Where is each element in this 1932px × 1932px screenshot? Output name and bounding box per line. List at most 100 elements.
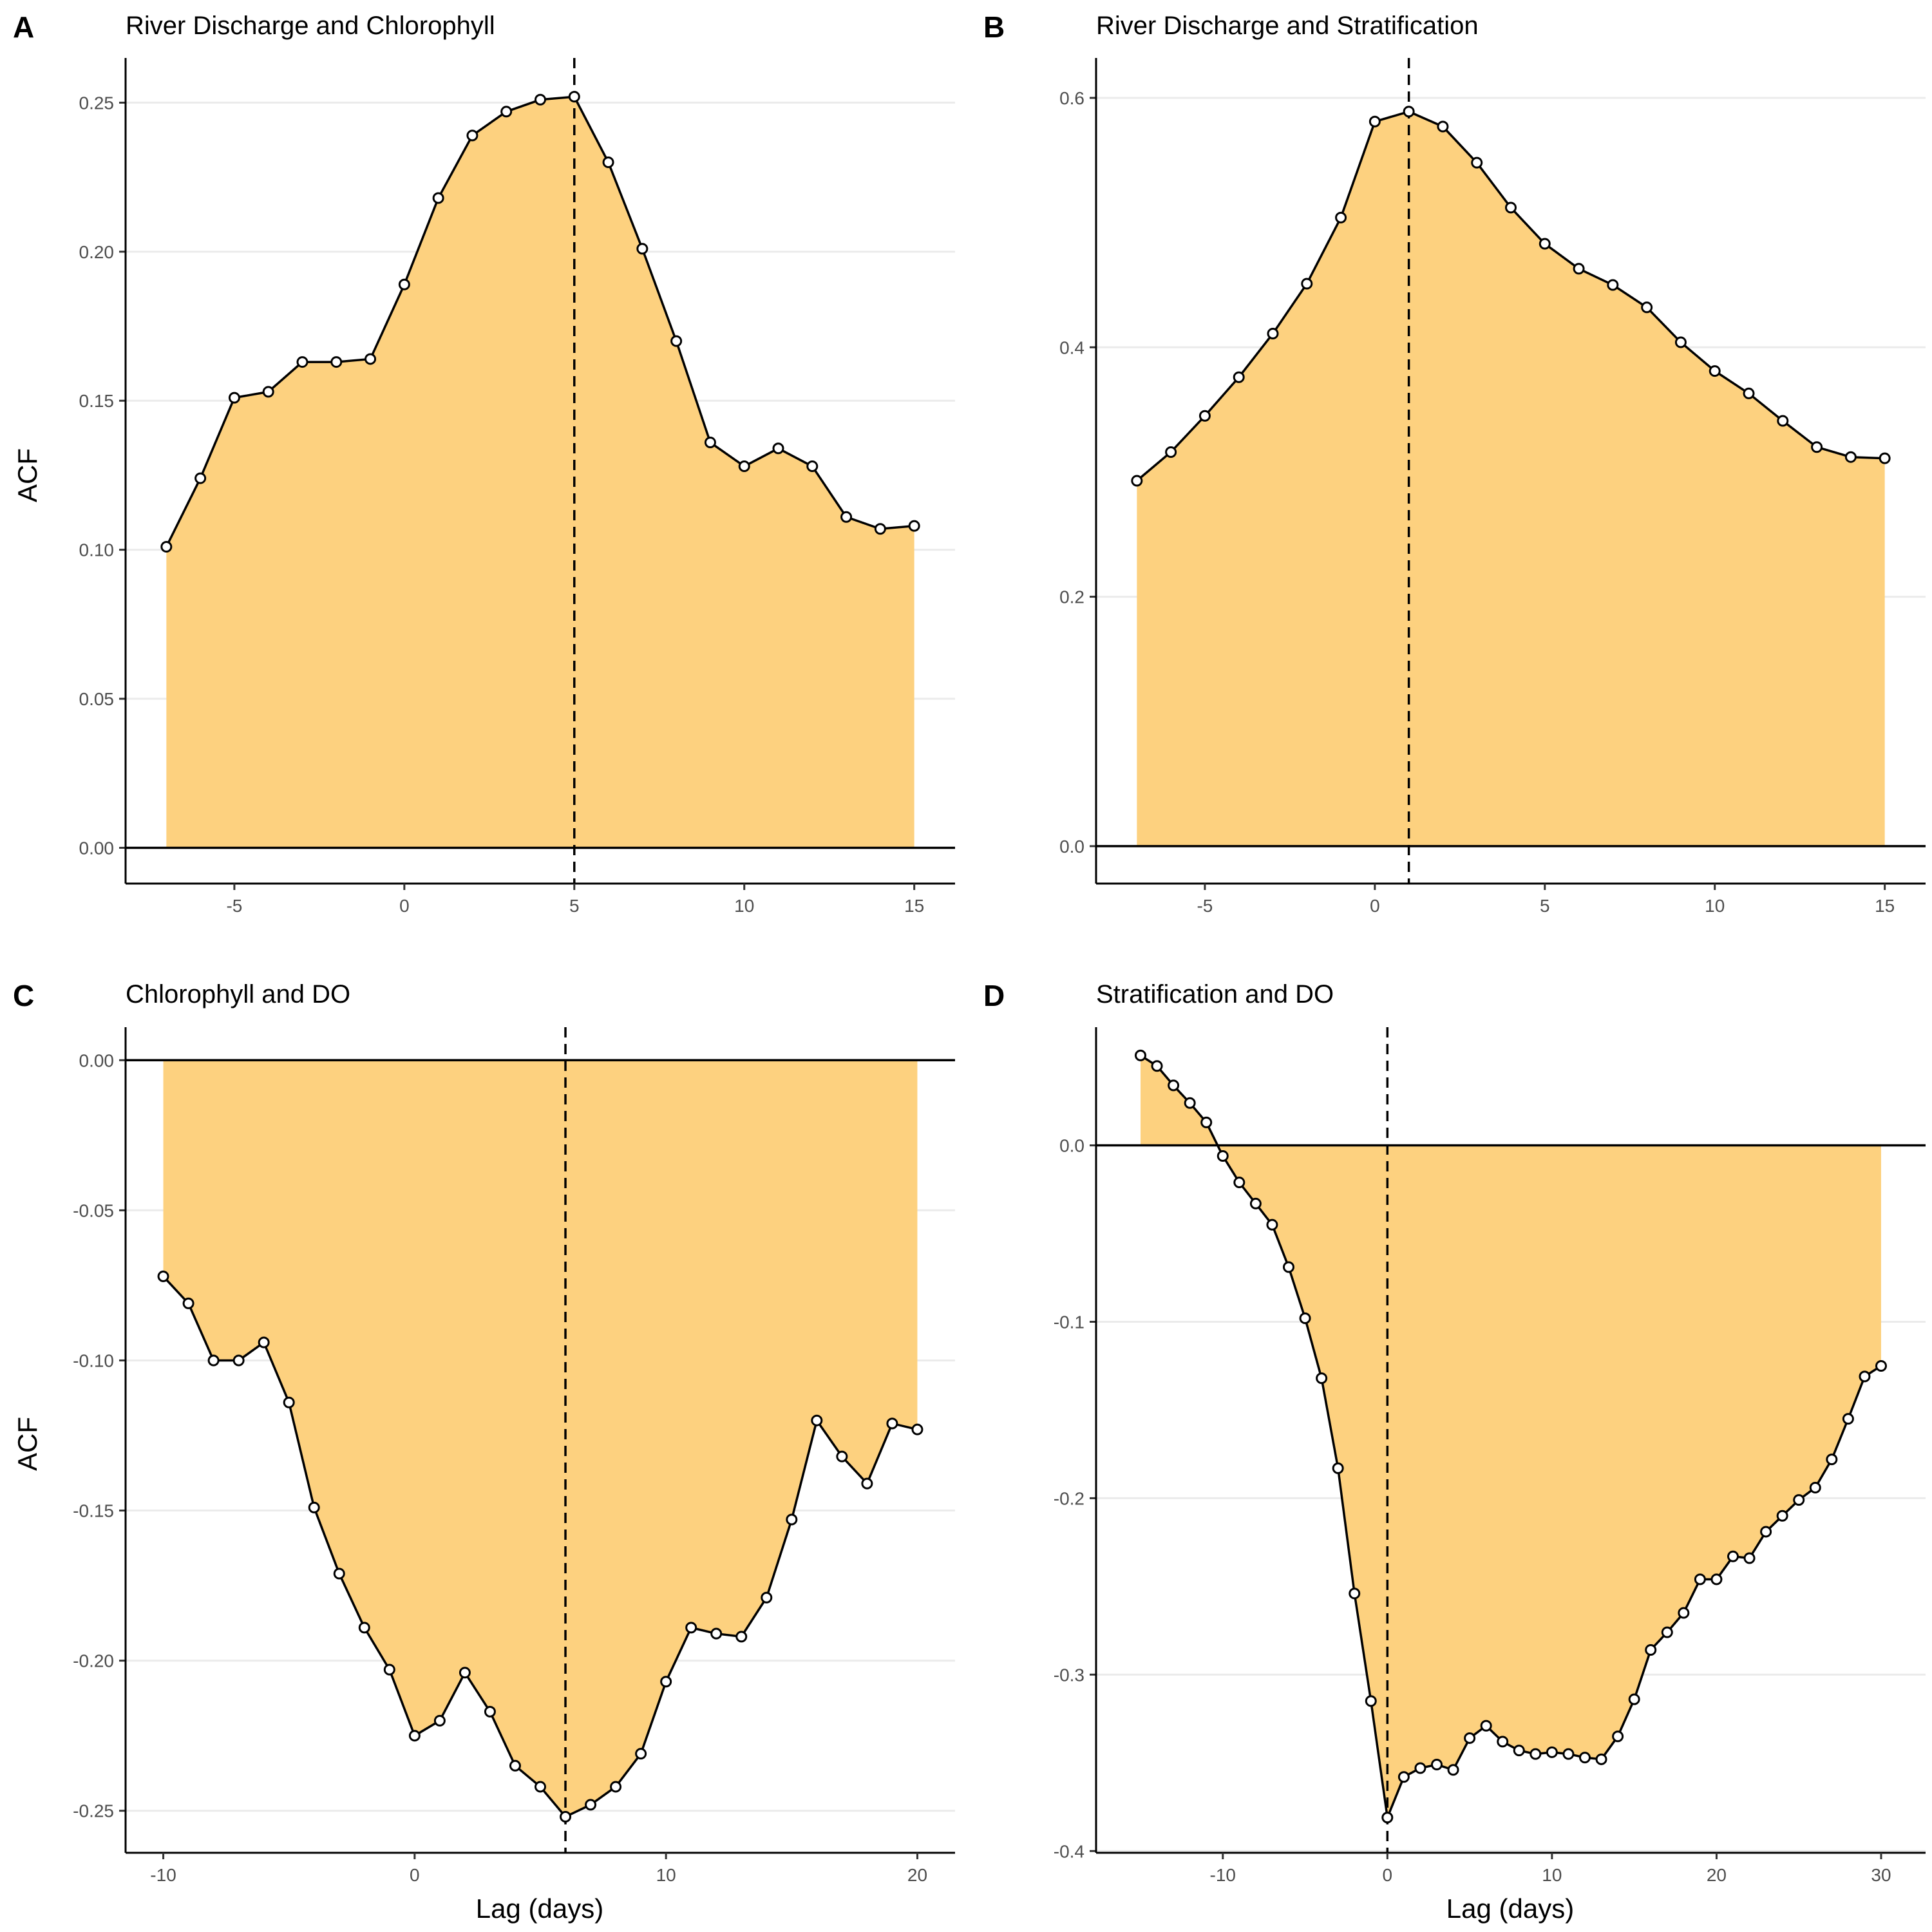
panel-title-b: River Discharge and Stratification bbox=[1096, 12, 1479, 40]
y-tick-label-d: -0.1 bbox=[1054, 1312, 1084, 1332]
x-axis-title-c: Lag (days) bbox=[476, 1893, 603, 1924]
data-point-a bbox=[602, 156, 614, 168]
x-tick-label-c: 20 bbox=[907, 1865, 927, 1885]
x-tick-label-c: 0 bbox=[410, 1865, 420, 1885]
data-point-b bbox=[1368, 115, 1381, 128]
y-tick-label-a: 0.20 bbox=[79, 242, 115, 262]
x-tick-label-a: 10 bbox=[734, 896, 754, 916]
data-point-d bbox=[1414, 1762, 1426, 1774]
x-tick-label-a: 5 bbox=[569, 896, 580, 916]
acf-area-d bbox=[1141, 1055, 1881, 1818]
data-point-d bbox=[1760, 1526, 1772, 1538]
data-point-b bbox=[1165, 446, 1177, 458]
data-point-c bbox=[232, 1354, 245, 1367]
data-point-c bbox=[811, 1414, 823, 1426]
data-point-b bbox=[1539, 238, 1551, 250]
y-tick-label-a: 0.15 bbox=[79, 391, 115, 411]
data-point-d bbox=[1694, 1573, 1706, 1586]
data-point-c bbox=[283, 1396, 295, 1408]
data-point-a bbox=[466, 129, 478, 142]
data-point-a bbox=[704, 437, 716, 449]
y-tick-label-c: -0.20 bbox=[73, 1651, 114, 1671]
data-point-b bbox=[1879, 452, 1891, 464]
y-tick-label-a: 0.05 bbox=[79, 689, 115, 709]
data-point-c bbox=[258, 1336, 270, 1349]
data-point-d bbox=[1793, 1494, 1805, 1506]
data-point-d bbox=[1513, 1745, 1525, 1757]
data-point-d bbox=[1727, 1550, 1739, 1562]
data-point-c bbox=[861, 1477, 873, 1490]
y-tick-label-d: 0.0 bbox=[1059, 1136, 1084, 1156]
data-point-d bbox=[1397, 1771, 1410, 1783]
data-point-d bbox=[1546, 1746, 1558, 1758]
data-point-c bbox=[836, 1450, 848, 1463]
data-point-b bbox=[1131, 475, 1143, 487]
data-point-d bbox=[1349, 1587, 1361, 1600]
data-point-a bbox=[535, 93, 546, 106]
acf-area-a bbox=[166, 97, 914, 848]
data-point-d bbox=[1283, 1261, 1294, 1273]
plot-area-c: -0.25 -0.20 -0.15 -0.10 -0.05 0.00 -10 0 10 20 bbox=[73, 1027, 955, 1885]
data-point-b bbox=[1743, 387, 1755, 399]
y-tick-label-d: -0.3 bbox=[1054, 1665, 1084, 1685]
data-point-d bbox=[1431, 1759, 1443, 1771]
data-point-c bbox=[786, 1513, 798, 1526]
x-tick-label-c: 10 bbox=[656, 1865, 676, 1885]
y-axis-title-c: ACF bbox=[12, 1417, 43, 1471]
data-point-d bbox=[1562, 1748, 1575, 1760]
data-point-d bbox=[1233, 1177, 1245, 1189]
data-point-d bbox=[1249, 1197, 1262, 1209]
data-point-c bbox=[308, 1501, 320, 1513]
y-tick-label-d: -0.2 bbox=[1054, 1488, 1084, 1508]
y-tick-label-c: -0.25 bbox=[73, 1801, 114, 1821]
data-point-c bbox=[735, 1631, 748, 1643]
data-point-d bbox=[1612, 1730, 1624, 1743]
data-point-d bbox=[1743, 1552, 1756, 1564]
data-point-c bbox=[886, 1417, 898, 1430]
data-point-c bbox=[585, 1799, 597, 1811]
data-point-a bbox=[432, 192, 444, 204]
panel-letter-a: A bbox=[13, 10, 34, 44]
data-point-d bbox=[1266, 1218, 1278, 1231]
data-point-a bbox=[908, 520, 920, 532]
data-point-a bbox=[500, 106, 513, 118]
data-point-c bbox=[408, 1730, 421, 1742]
data-point-c bbox=[509, 1759, 521, 1772]
data-point-b bbox=[1335, 211, 1347, 223]
x-tick-label-a: 0 bbox=[399, 896, 410, 916]
x-tick-label-b: 10 bbox=[1705, 896, 1725, 916]
x-tick-label-b: -5 bbox=[1197, 896, 1213, 916]
data-point-c bbox=[635, 1748, 647, 1760]
data-point-d bbox=[1299, 1312, 1311, 1324]
data-point-c bbox=[383, 1663, 395, 1676]
y-tick-label-b: 0.0 bbox=[1059, 837, 1084, 857]
y-tick-label-d: -0.4 bbox=[1054, 1841, 1084, 1861]
x-tick-label-d: -10 bbox=[1210, 1865, 1236, 1885]
data-point-b bbox=[1437, 120, 1449, 133]
x-tick-label-b: 0 bbox=[1370, 896, 1380, 916]
data-point-b bbox=[1573, 263, 1585, 275]
data-point-c bbox=[459, 1667, 471, 1679]
data-point-a bbox=[330, 356, 343, 368]
data-point-c bbox=[560, 1811, 572, 1823]
data-point-a bbox=[160, 541, 173, 553]
data-point-c bbox=[182, 1297, 194, 1309]
y-tick-label-b: 0.6 bbox=[1059, 88, 1084, 108]
y-tick-label-b: 0.4 bbox=[1059, 337, 1084, 357]
x-tick-label-a: -5 bbox=[226, 896, 242, 916]
x-tick-label-d: 10 bbox=[1542, 1865, 1562, 1885]
data-point-a bbox=[738, 460, 750, 473]
data-point-c bbox=[333, 1567, 345, 1580]
data-point-a bbox=[840, 511, 853, 523]
y-tick-label-c: -0.05 bbox=[73, 1200, 114, 1220]
panel-title-a: River Discharge and Chlorophyll bbox=[126, 12, 495, 40]
data-point-d bbox=[1365, 1695, 1377, 1707]
data-point-a bbox=[670, 335, 683, 347]
data-point-d bbox=[1530, 1748, 1542, 1760]
data-point-d bbox=[1480, 1719, 1492, 1732]
data-point-b bbox=[1777, 415, 1789, 427]
data-point-d bbox=[1579, 1752, 1591, 1764]
data-point-c bbox=[911, 1423, 923, 1435]
x-tick-label-d: 0 bbox=[1383, 1865, 1393, 1885]
